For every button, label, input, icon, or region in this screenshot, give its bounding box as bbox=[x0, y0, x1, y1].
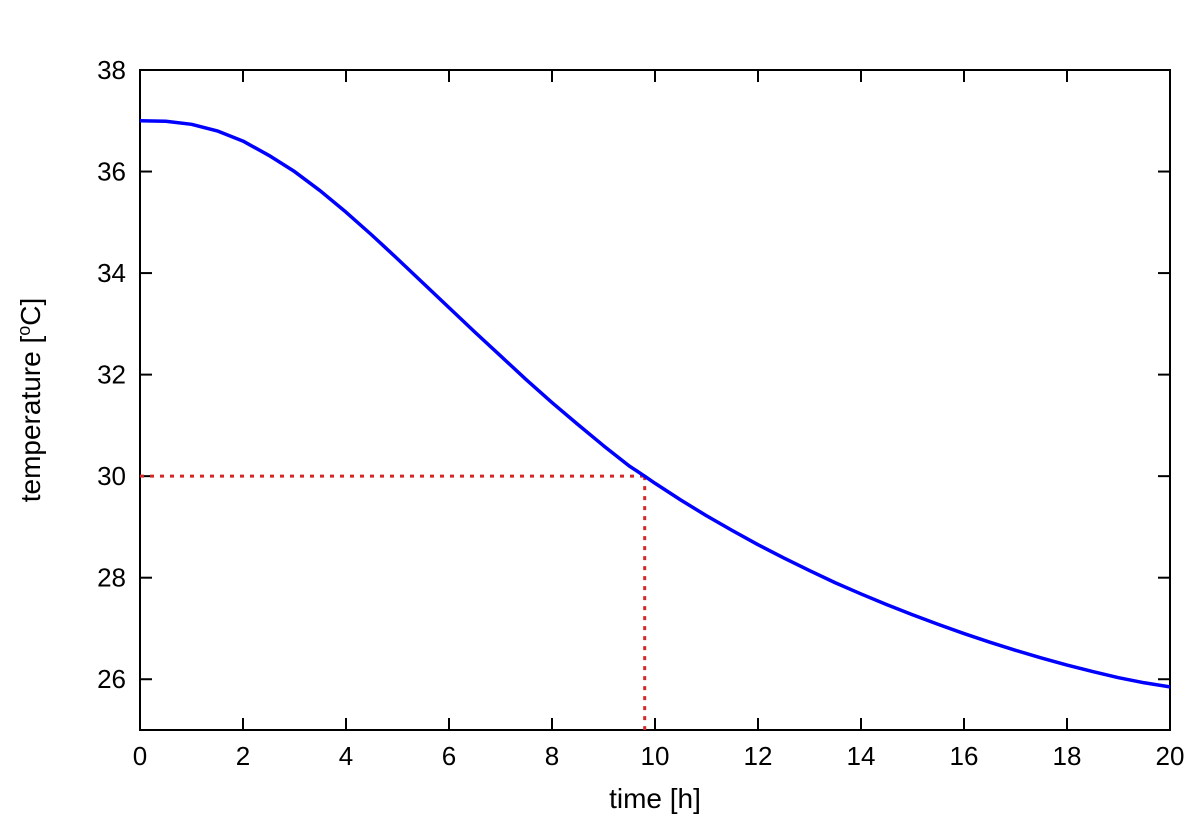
x-tick-label: 6 bbox=[442, 741, 456, 771]
x-tick-label: 2 bbox=[236, 741, 250, 771]
x-tick-label: 4 bbox=[339, 741, 353, 771]
x-tick-label: 16 bbox=[950, 741, 979, 771]
x-tick-label: 14 bbox=[847, 741, 876, 771]
x-tick-label: 0 bbox=[133, 741, 147, 771]
y-tick-label: 32 bbox=[97, 360, 126, 390]
y-tick-label: 34 bbox=[97, 258, 126, 288]
y-tick-label: 38 bbox=[97, 55, 126, 85]
x-tick-label: 12 bbox=[744, 741, 773, 771]
chart-container: 0246810121416182026283032343638time [h]t… bbox=[0, 0, 1200, 840]
x-tick-label: 10 bbox=[641, 741, 670, 771]
x-axis-label: time [h] bbox=[609, 783, 701, 814]
x-tick-label: 18 bbox=[1053, 741, 1082, 771]
x-tick-label: 20 bbox=[1156, 741, 1185, 771]
y-tick-label: 26 bbox=[97, 664, 126, 694]
x-tick-label: 8 bbox=[545, 741, 559, 771]
temperature-chart: 0246810121416182026283032343638time [h]t… bbox=[0, 0, 1200, 840]
chart-background bbox=[0, 0, 1200, 840]
y-tick-label: 28 bbox=[97, 563, 126, 593]
y-tick-label: 30 bbox=[97, 461, 126, 491]
y-tick-label: 36 bbox=[97, 157, 126, 187]
